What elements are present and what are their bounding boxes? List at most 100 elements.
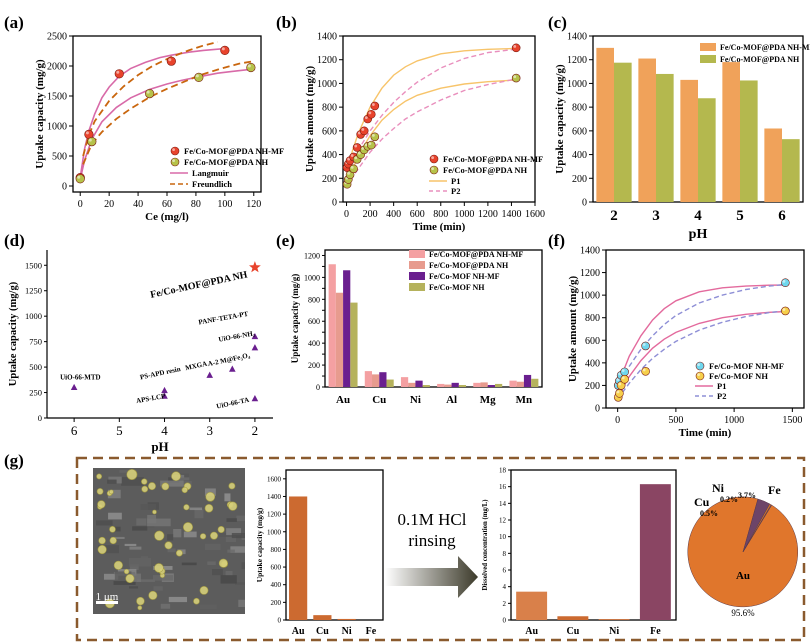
y-tick-label-e: 1200: [304, 251, 320, 260]
data-point-nhmf-shine: [116, 70, 120, 74]
legend-marker-f1-shine: [697, 373, 700, 376]
bar-nh-ph3: [656, 73, 674, 202]
p2-fit-line: [345, 48, 518, 173]
bar-al-series3: [458, 385, 467, 387]
legend-label-c1: Fe/Co-MOF@PDA NH: [720, 55, 800, 64]
x-category-label-g2: Fe: [650, 626, 661, 637]
bar-au-series1: [335, 292, 344, 387]
pie-label-cu: Cu: [694, 495, 710, 509]
y-tick-label-e: 200: [308, 361, 320, 370]
bar-al-series0: [437, 383, 445, 387]
sem-particle: [96, 473, 102, 480]
x-tick-label-d: 5: [116, 423, 123, 438]
literature-point-marker: [161, 386, 168, 394]
legend-label-b3: P2: [451, 186, 460, 196]
arrow-label-line1: 0.1M HCl: [398, 510, 467, 529]
sem-flake: [174, 477, 190, 481]
rinsing-arrow: 0.1M HCl rinsing: [385, 510, 478, 598]
y-tick-label-g2: 6: [503, 567, 507, 575]
x-tick-label-d: 4: [161, 423, 168, 438]
sem-flake: [204, 543, 221, 551]
sem-particle: [126, 469, 138, 480]
data-point-nh-shine: [372, 133, 375, 137]
sem-particle: [181, 486, 188, 494]
bar-ni-series0: [400, 377, 409, 387]
y-tick-label-b: 600: [322, 126, 337, 137]
sem-particle: [137, 605, 143, 611]
legend-label-e0: Fe/Co-MOF@PDA NH-MF: [429, 250, 523, 259]
sem-flake: [181, 562, 197, 566]
data-point-nh: [781, 306, 790, 316]
sem-flake: [241, 562, 245, 569]
literature-point-marker: [70, 383, 78, 391]
sem-flake: [226, 528, 242, 536]
y-tick-label-g2: 12: [499, 517, 507, 525]
data-point-nhmf: [641, 341, 650, 351]
legend-label-b2: P1: [451, 176, 460, 186]
sem-flake: [113, 581, 136, 585]
y-tick-label-c: 800: [572, 103, 587, 114]
panel-label-a: (a): [4, 13, 24, 32]
sem-flake: [124, 543, 137, 547]
x-category-label-g1: Ni: [342, 626, 352, 637]
y-tick-label-a: 1500: [47, 92, 67, 103]
data-point-nh: [145, 88, 155, 99]
bar-g2-au: [516, 591, 548, 620]
data-point-nhmf: [781, 278, 790, 288]
freundlich-fit-line: [82, 60, 254, 165]
bar-g2-cu: [557, 616, 589, 620]
sem-flake: [111, 536, 125, 539]
sem-flake: [225, 535, 237, 543]
y-tick-label-d: 1000: [25, 311, 42, 321]
data-point-nh: [370, 132, 380, 142]
bar-au-series0: [328, 264, 336, 387]
y-tick-label-b: 0: [332, 198, 337, 209]
legend-label-e3: Fe/Co-MOF NH: [429, 283, 485, 292]
sem-particle: [109, 536, 117, 545]
data-point-nh-shine: [88, 138, 92, 142]
bar-mg-series2: [487, 385, 495, 387]
sem-flake: [129, 546, 142, 550]
y-tick-label-d: 1500: [25, 260, 42, 270]
x-tick-label-a: 0: [78, 199, 83, 210]
x-tick-label-f: 500: [668, 415, 683, 426]
sem-particle: [123, 568, 130, 575]
pie-label-fe: Fe: [768, 483, 781, 497]
sem-particle: [228, 501, 238, 511]
sem-flake: [173, 529, 182, 538]
data-point-nh-shine: [642, 368, 646, 372]
data-point-nh: [511, 73, 521, 83]
legend-marker-b0-shine: [431, 156, 434, 160]
literature-point-marker: [251, 344, 259, 351]
sem-flake: [114, 571, 132, 581]
x-tick-label-d: 6: [71, 423, 78, 438]
y-tick-label-e: 0: [316, 383, 320, 392]
data-point-nhmf-shine: [782, 279, 786, 283]
sem-particle: [97, 544, 107, 555]
y-tick-label-a: 2000: [47, 62, 67, 73]
scale-bar-label: 1 μm: [96, 591, 119, 603]
bar-cu-series1: [372, 374, 380, 387]
data-point-nh-shine: [368, 142, 372, 146]
y-tick-label-g2: 14: [499, 500, 507, 508]
sem-flake: [235, 582, 245, 585]
x-tick-label-b: 0: [344, 209, 349, 220]
bar-mn-series3: [531, 378, 539, 387]
legend-label-a2: Langmuir: [192, 168, 229, 178]
y-axis-title-a: Uptake capacity (mg/g): [34, 59, 46, 169]
bar-cu-series0: [364, 371, 373, 387]
bar-nh-ph2: [614, 62, 632, 202]
sem-flake: [136, 518, 147, 526]
legend-label-c0: Fe/Co-MOF@PDA NH-MF: [720, 43, 810, 52]
sem-flake: [129, 557, 151, 567]
y-tick-label-c: 600: [572, 126, 587, 137]
legend-marker-f0-shine: [697, 363, 700, 366]
legend-label-f0: Fe/Co-MOF NH-MF: [709, 361, 784, 371]
bar-ni-series1: [408, 382, 416, 387]
data-point-nh-shine: [513, 75, 517, 79]
data-point-nh-shine: [618, 382, 622, 386]
data-point-nhmf: [366, 109, 376, 119]
x-tick-label-b: 1400: [501, 209, 521, 220]
x-category-label-e: Ni: [410, 394, 421, 406]
y-tick-label-b: 200: [322, 174, 337, 185]
